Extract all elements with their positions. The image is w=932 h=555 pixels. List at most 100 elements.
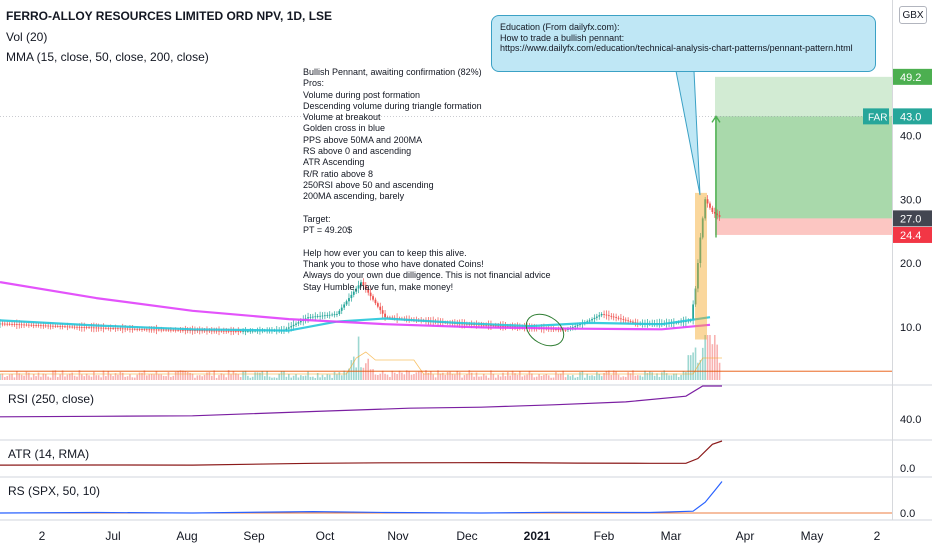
volume-bar bbox=[439, 373, 442, 380]
candle-body bbox=[162, 329, 165, 331]
volume-bar bbox=[213, 370, 215, 380]
volume-bar bbox=[531, 373, 533, 380]
candle-body bbox=[617, 317, 620, 319]
volume-bar bbox=[704, 335, 706, 380]
price-axis[interactable] bbox=[892, 0, 932, 520]
candle-body bbox=[124, 328, 127, 330]
volume-bar bbox=[673, 373, 675, 380]
callout-link[interactable]: https://www.dailyfx.com/education/techni… bbox=[500, 43, 853, 53]
volume-bar bbox=[290, 377, 293, 380]
candle-body bbox=[213, 330, 216, 332]
volume-bar bbox=[141, 372, 143, 380]
candle-body bbox=[574, 326, 577, 328]
volume-bar bbox=[4, 377, 6, 380]
volume-bar bbox=[608, 370, 610, 380]
volume-bar bbox=[85, 373, 88, 380]
time-tick-label: May bbox=[801, 529, 824, 543]
currency-button[interactable]: GBX bbox=[899, 6, 927, 24]
volume-bar bbox=[49, 377, 52, 380]
volume-bar bbox=[586, 373, 589, 380]
candle-body bbox=[338, 310, 341, 314]
candle-body bbox=[704, 199, 707, 219]
volume-bar bbox=[504, 376, 507, 380]
volume-bar bbox=[109, 374, 112, 380]
volume-bar bbox=[694, 347, 697, 380]
volume-bar bbox=[340, 375, 343, 380]
volume-bar bbox=[102, 370, 105, 380]
candle-body bbox=[564, 329, 567, 331]
volume-bar bbox=[254, 372, 256, 380]
candle-body bbox=[490, 325, 492, 327]
volume-bar bbox=[555, 372, 557, 380]
volume-bar bbox=[622, 376, 625, 380]
volume-bar bbox=[413, 374, 415, 380]
volume-bar bbox=[396, 374, 398, 380]
volume-bar bbox=[237, 374, 240, 380]
volume-bar bbox=[519, 371, 521, 380]
candle-body bbox=[15, 324, 18, 325]
volume-bar bbox=[162, 375, 165, 380]
volume-bar bbox=[509, 375, 512, 380]
volume-bar bbox=[83, 376, 86, 380]
volume-bar bbox=[514, 373, 516, 380]
candle-body bbox=[109, 328, 112, 329]
volume-indicator-label[interactable]: Vol (20) bbox=[6, 30, 48, 44]
volume-bar bbox=[143, 370, 146, 380]
candle-body bbox=[615, 317, 618, 318]
candle-body bbox=[35, 325, 37, 326]
candle-body bbox=[506, 326, 509, 327]
rs-pane-label[interactable]: RS (SPX, 50, 10) bbox=[6, 484, 103, 498]
candle-body bbox=[367, 289, 370, 293]
rsi-pane-label[interactable]: RSI (250, close) bbox=[6, 392, 97, 406]
candle-body bbox=[179, 329, 182, 331]
candle-body bbox=[591, 319, 593, 321]
candle-body bbox=[376, 303, 379, 307]
volume-bar bbox=[278, 373, 280, 380]
volume-bar bbox=[263, 376, 266, 380]
indicator-tick-label: 0.0 bbox=[900, 508, 915, 520]
volume-bar bbox=[475, 372, 478, 380]
candle-body bbox=[345, 301, 348, 305]
price-tag-far bbox=[863, 108, 889, 125]
volume-bar bbox=[20, 374, 23, 380]
time-tick-label: Apr bbox=[736, 529, 755, 543]
volume-bar bbox=[482, 373, 485, 380]
volume-bar bbox=[328, 374, 331, 380]
volume-bar bbox=[357, 336, 360, 380]
volume-bar bbox=[559, 373, 562, 380]
candle-body bbox=[167, 329, 170, 331]
volume-bar bbox=[369, 369, 372, 380]
candle-body bbox=[509, 326, 512, 328]
volume-bar bbox=[133, 377, 136, 380]
candle-body bbox=[230, 330, 232, 332]
volume-bar bbox=[588, 375, 591, 380]
candle-body bbox=[364, 285, 367, 290]
volume-bar bbox=[249, 377, 252, 380]
candle-body bbox=[172, 329, 175, 331]
candle-body bbox=[133, 328, 136, 330]
volume-bar bbox=[410, 374, 413, 380]
indicator-tick-label: 40.0 bbox=[900, 414, 921, 426]
price-label-stop-text: 24.4 bbox=[900, 230, 921, 242]
candle-body bbox=[333, 314, 336, 316]
volume-bar bbox=[706, 335, 709, 380]
candle-body bbox=[598, 315, 601, 317]
candle-body bbox=[40, 325, 42, 327]
candle-body bbox=[632, 321, 634, 323]
volume-bar bbox=[401, 372, 403, 380]
candle-body bbox=[189, 330, 192, 331]
atr-pane-label[interactable]: ATR (14, RMA) bbox=[6, 447, 92, 461]
candle-body bbox=[697, 263, 699, 289]
volume-bar bbox=[533, 377, 536, 380]
volume-bar bbox=[478, 376, 480, 380]
volume-bar bbox=[81, 374, 83, 380]
volume-bar bbox=[617, 374, 620, 380]
candle-body bbox=[114, 328, 117, 329]
time-tick-label: Mar bbox=[661, 529, 682, 543]
mma-indicator-label[interactable]: MMA (15, close, 50, close, 200, close) bbox=[6, 50, 209, 64]
volume-bar bbox=[136, 374, 138, 380]
volume-bar bbox=[367, 358, 370, 380]
education-callout: Education (From dailyfx.com): How to tra… bbox=[491, 15, 876, 72]
candle-body bbox=[692, 304, 695, 321]
